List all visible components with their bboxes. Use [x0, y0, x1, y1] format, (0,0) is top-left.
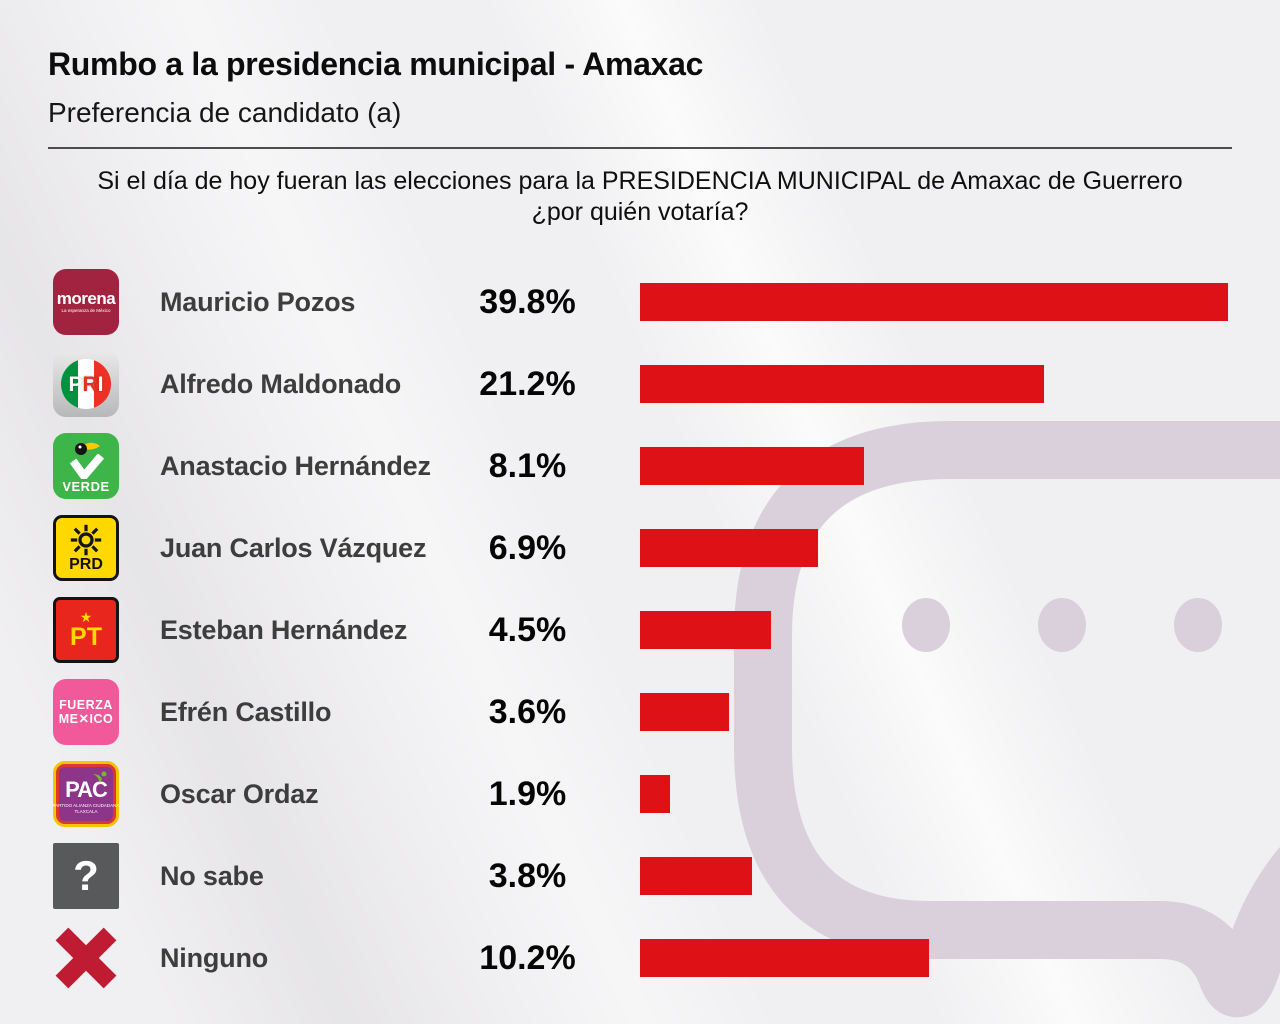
page-title: Rumbo a la presidencia municipal - Amaxa… [48, 46, 704, 82]
result-bar [640, 447, 864, 485]
pt-logo-icon: ★ PT [53, 597, 119, 663]
result-bar [640, 775, 670, 813]
pt-star-icon: ★ [79, 609, 93, 625]
poll-row-pt: ★ PT Esteban Hernández 4.5% [0, 589, 1280, 671]
bar-area [640, 857, 1280, 895]
prd-sun-icon [70, 524, 102, 555]
poll-row-prd: PRD Juan Carlos Vázquez 6.9% [0, 507, 1280, 589]
percentage-label: 10.2% [479, 938, 576, 977]
party-logo-cell: PAC PARTIDO ALIANZA CIUDADANA TLAXCALA [52, 760, 120, 828]
morena-wordmark: morena [56, 289, 116, 309]
bar-area [640, 939, 1280, 977]
party-logo-cell: morena La esperanza de México [52, 268, 120, 336]
pac-leaf-icon [93, 771, 107, 783]
poll-row-verde: VERDE Anastacio Hernández 8.1% [0, 425, 1280, 507]
party-logo-cell: ? [52, 842, 120, 910]
results-list: morena La esperanza de México Mauricio P… [0, 261, 1280, 999]
pac-logo-icon: PAC PARTIDO ALIANZA CIUDADANA TLAXCALA [53, 761, 119, 827]
candidate-name: Mauricio Pozos [160, 286, 356, 317]
fuerza-wordmark-line1: FUERZA [59, 697, 113, 712]
party-logo-cell [52, 924, 120, 992]
pri-letter: R [82, 372, 98, 396]
morena-tagline: La esperanza de México [61, 308, 111, 314]
poll-row-fuerza: FUERZA ME✕ICO Efrén Castillo 3.6% [0, 671, 1280, 753]
percentage-label: 3.6% [488, 692, 567, 731]
bar-area [640, 283, 1280, 321]
result-bar [640, 611, 771, 649]
bar-area [640, 447, 1280, 485]
party-logo-cell: VERDE [52, 432, 120, 500]
poll-row-nosabe: ? No sabe 3.8% [0, 835, 1280, 917]
pac-tagline: PARTIDO ALIANZA CIUDADANA TLAXCALA [52, 803, 120, 814]
cross-x-icon [54, 926, 118, 990]
prd-wordmark: PRD [69, 555, 103, 573]
candidate-name: No sabe [160, 860, 264, 891]
verde-logo-icon: VERDE [53, 433, 119, 499]
fuerza-wordmark-line2: ME✕ICO [58, 712, 114, 726]
bar-area [640, 529, 1280, 567]
poll-row-ninguno: Ninguno 10.2% [0, 917, 1280, 999]
poll-row-morena: morena La esperanza de México Mauricio P… [0, 261, 1280, 343]
percentage-label: 39.8% [479, 282, 576, 321]
party-logo-cell: FUERZA ME✕ICO [52, 678, 120, 746]
percentage-label: 4.5% [488, 610, 567, 649]
survey-question-line1: Si el día de hoy fueran las elecciones p… [97, 167, 1183, 195]
percentage-label: 21.2% [479, 364, 576, 403]
result-bar [640, 283, 1228, 321]
result-bar [640, 529, 818, 567]
pri-letter: I [97, 372, 104, 396]
poll-row-pac: PAC PARTIDO ALIANZA CIUDADANA TLAXCALA Os… [0, 753, 1280, 835]
survey-question: Si el día de hoy fueran las elecciones p… [48, 166, 1232, 228]
percentage-label: 8.1% [488, 446, 567, 485]
percentage-label: 1.9% [488, 774, 567, 813]
result-bar [640, 939, 929, 977]
pri-letter: P [68, 372, 83, 396]
bar-area [640, 611, 1280, 649]
candidate-name: Efrén Castillo [160, 696, 332, 727]
fuerza-mexico-logo-icon: FUERZA ME✕ICO [53, 679, 119, 745]
divider-line [48, 147, 1232, 149]
result-bar [640, 693, 729, 731]
verde-wordmark: VERDE [62, 479, 110, 494]
percentage-label: 3.8% [488, 856, 567, 895]
header: Rumbo a la presidencia municipal - Amaxa… [48, 46, 703, 129]
toucan-icon [75, 442, 100, 455]
question-mark-icon: ? [53, 843, 119, 909]
result-bar [640, 857, 752, 895]
candidate-name: Anastacio Hernández [160, 450, 431, 481]
candidate-name: Alfredo Maldonado [160, 368, 402, 399]
result-bar [640, 365, 1044, 403]
bar-area [640, 775, 1280, 813]
candidate-name: Esteban Hernández [160, 614, 408, 645]
pac-wordmark: PAC [65, 777, 108, 803]
candidate-name: Juan Carlos Vázquez [160, 532, 427, 563]
party-logo-cell: ★ PT [52, 596, 120, 664]
morena-logo-icon: morena La esperanza de México [53, 269, 119, 335]
bar-area [640, 365, 1280, 403]
verde-checkmark-icon [69, 454, 104, 479]
page-subtitle: Preferencia de candidato (a) [48, 97, 402, 128]
candidate-name: Oscar Ordaz [160, 778, 319, 809]
percentage-label: 6.9% [488, 528, 567, 567]
party-logo-cell: PRD [52, 514, 120, 582]
prd-logo-icon: PRD [53, 515, 119, 581]
candidate-name: Ninguno [160, 942, 269, 973]
bar-area [640, 693, 1280, 731]
survey-question-line2: ¿por quién votaría? [531, 198, 749, 226]
pt-wordmark: PT [70, 623, 102, 651]
